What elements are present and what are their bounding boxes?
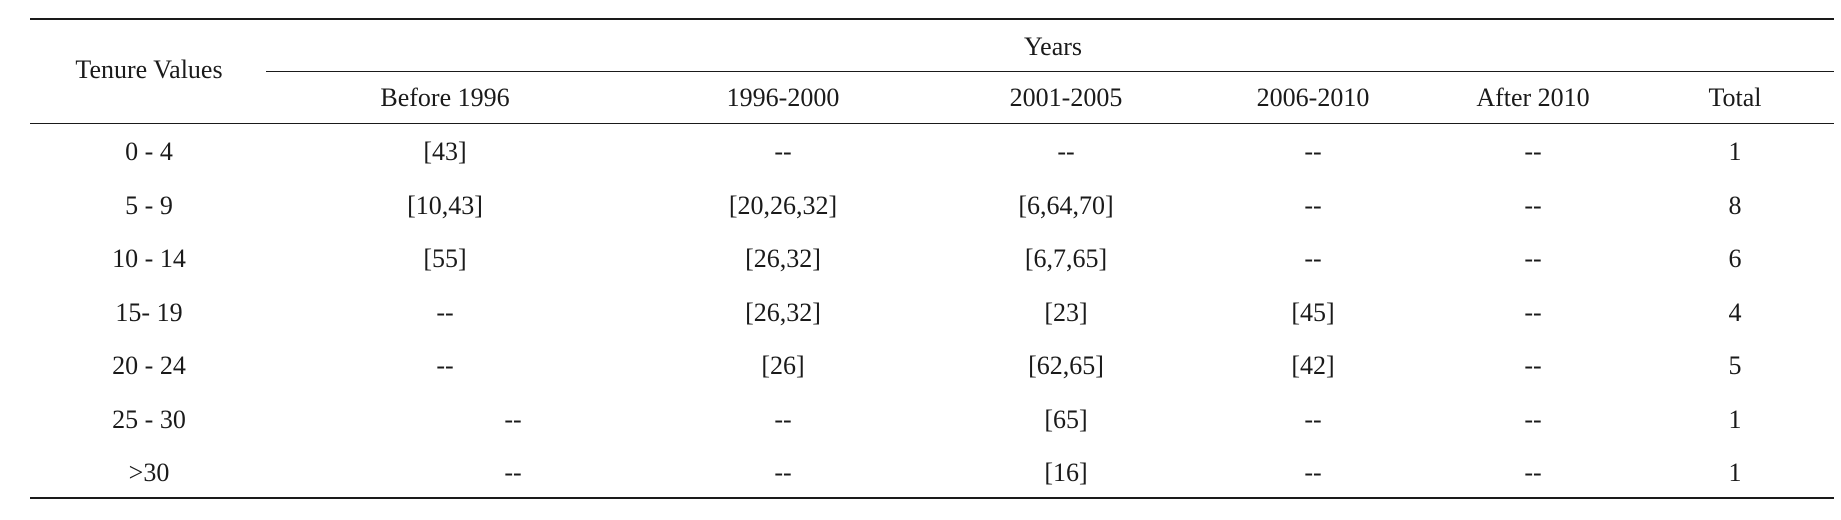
table-cell: -- (1524, 351, 1542, 380)
table-cell: [6,64,70] (1018, 190, 1114, 220)
table-cell: -- (1524, 297, 1542, 327)
table-cell: [23] (1044, 297, 1088, 327)
tenure-cell: 0 - 4 (125, 137, 173, 166)
table-cell: -- (774, 137, 792, 166)
table-cell: -- (436, 351, 454, 380)
column-header: Total (1708, 83, 1762, 112)
table-cell: [26,32] (745, 244, 821, 273)
table-cell: [42] (1291, 351, 1335, 380)
tenure-cell: 10 - 14 (112, 244, 186, 273)
table-cell: -- (1524, 190, 1542, 220)
table-cell: [26,32] (745, 297, 821, 327)
table-cell: -- (1524, 404, 1542, 434)
table-cell: [6,7,65] (1024, 244, 1108, 273)
table-cell: [43] (423, 137, 467, 166)
table-cell: [16] (1044, 458, 1088, 487)
table-cell: [10,43] (407, 190, 483, 220)
row-header-label: Tenure Values (75, 55, 223, 84)
table-cell: 1 (1728, 137, 1742, 166)
table-cell: -- (1304, 458, 1322, 487)
table-cell: -- (1304, 244, 1322, 273)
table-cell: -- (1524, 137, 1542, 166)
header-bottom-rule (30, 123, 1834, 124)
table-cell: -- (774, 404, 792, 434)
table-top-rule (30, 18, 1834, 20)
table-cell: 1 (1728, 404, 1742, 434)
table-cell: [62,65] (1028, 351, 1104, 380)
table-cell: -- (1057, 137, 1075, 166)
column-header: 2001-2005 (1009, 83, 1123, 112)
table-cell: 8 (1728, 190, 1742, 220)
table-cell: -- (504, 404, 522, 434)
table-cell: -- (1304, 137, 1322, 166)
table-cell: 4 (1728, 297, 1742, 327)
group-header-label: Years (1023, 32, 1083, 61)
tenure-cell: 20 - 24 (112, 351, 186, 380)
table-cell: -- (504, 458, 522, 487)
table-cell: 5 (1728, 351, 1742, 380)
tenure-cell: 25 - 30 (112, 404, 186, 434)
column-header: 2006-2010 (1256, 83, 1370, 112)
column-header: 1996-2000 (726, 83, 840, 112)
table-cell: -- (436, 297, 454, 327)
tenure-cell: >30 (128, 458, 170, 487)
years-group-rule (266, 71, 1834, 72)
table-cell: [26] (761, 351, 805, 380)
column-header: After 2010 (1476, 83, 1590, 112)
table-cell: 1 (1728, 458, 1742, 487)
table-cell: [55] (423, 244, 467, 273)
table-cell: -- (1304, 404, 1322, 434)
tenure-cell: 5 - 9 (125, 190, 173, 220)
table-cell: 6 (1728, 244, 1742, 273)
table-cell: [20,26,32] (728, 190, 838, 220)
tenure-cell: 15- 19 (115, 297, 183, 327)
table-cell: [65] (1044, 404, 1088, 434)
table-cell: [45] (1291, 297, 1335, 327)
table-cell: -- (774, 458, 792, 487)
column-header: Before 1996 (380, 83, 510, 112)
table-cell: -- (1524, 244, 1542, 273)
table-bottom-rule (30, 497, 1834, 499)
table-cell: -- (1524, 458, 1542, 487)
table-cell: -- (1304, 190, 1322, 220)
